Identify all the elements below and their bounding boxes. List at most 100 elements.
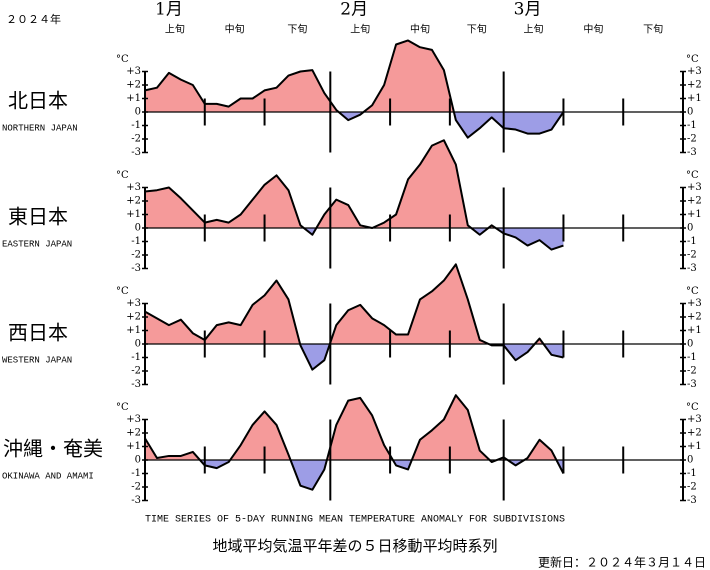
region-name-en: OKINAWA AND AMAMI [2,471,94,481]
y-tick-label: -1 [131,120,141,131]
region-name-en: WESTERN JAPAN [2,355,72,365]
y-tick-label: +1 [687,325,702,336]
y-tick-label: +1 [687,209,702,220]
unit-label: °C [686,170,699,181]
y-tick-label: 0 [135,107,141,118]
y-tick-label: -1 [131,468,141,479]
negative-area [145,112,564,138]
negative-area [145,344,564,370]
y-tick-label: +2 [687,196,702,207]
y-tick-label: -1 [687,236,697,247]
y-tick-label: +3 [126,298,141,309]
y-tick-label: -2 [131,134,141,145]
period-label: 下旬 [643,23,663,36]
y-tick-label: -3 [687,495,697,506]
y-tick-label: 0 [135,339,141,350]
y-tick-label: -2 [131,250,141,261]
y-tick-label: +1 [126,441,141,452]
anomaly-line [144,263,564,371]
main-title: 地域平均気温平年差の５日移動平均時系列 [212,537,497,555]
y-tick-label: +3 [687,182,702,193]
unit-label: °C [116,402,129,413]
region-name: 東日本 [8,205,68,229]
y-tick-label: +1 [687,93,702,104]
caption: TIME SERIES OF 5-DAY RUNNING MEAN TEMPER… [145,515,565,526]
y-tick-label: 0 [135,223,141,234]
y-tick-label: -3 [131,495,141,506]
anomaly-line [144,394,565,491]
y-tick-label: +3 [687,414,702,425]
year-label: ２０２４年 [6,12,61,26]
y-tick-label: -3 [687,379,697,390]
y-tick-label: 0 [687,339,693,350]
period-label: 下旬 [287,23,307,36]
y-tick-label: -1 [687,468,697,479]
y-tick-label: -3 [687,147,697,158]
y-tick-label: 0 [687,223,693,234]
y-tick-label: -3 [131,379,141,390]
period-label: 下旬 [467,23,487,36]
y-tick-label: +2 [687,80,702,91]
y-tick-label: +2 [126,428,141,439]
period-label: 上旬 [524,23,544,36]
region-name-en: NORTHERN JAPAN [2,123,78,133]
y-tick-label: -1 [687,352,697,363]
unit-label: °C [686,402,699,413]
y-tick-label: -1 [131,236,141,247]
unit-label: °C [686,54,699,65]
y-tick-label: +2 [126,80,141,91]
anomaly-line [144,139,564,251]
region-name: 沖縄・奄美 [3,437,103,461]
period-label: 中旬 [583,23,603,36]
y-tick-label: -3 [131,147,141,158]
y-tick-label: -2 [687,250,697,261]
period-label: 上旬 [165,23,185,36]
y-tick-label: +1 [126,325,141,336]
y-tick-label: -2 [131,482,141,493]
y-tick-label: -1 [131,352,141,363]
y-tick-label: +2 [687,428,702,439]
y-tick-label: 0 [135,455,141,466]
y-tick-label: +1 [126,93,141,104]
positive-area [145,40,564,112]
y-tick-label: +1 [126,209,141,220]
y-tick-label: -2 [687,366,697,377]
month-label: 2月 [340,0,368,20]
positive-area [145,264,564,344]
region-name-en: EASTERN JAPAN [2,239,72,249]
y-tick-label: +2 [126,196,141,207]
month-label: 3月 [514,0,542,20]
y-tick-label: -2 [687,134,697,145]
unit-label: °C [116,54,129,65]
unit-label: °C [116,286,129,297]
anomaly-line [144,39,565,139]
y-tick-label: -3 [131,263,141,274]
y-tick-label: -3 [687,263,697,274]
unit-label: °C [116,170,129,181]
positive-area [145,395,564,460]
y-tick-label: +3 [687,298,702,309]
y-tick-label: -2 [131,366,141,377]
period-label: 中旬 [225,23,245,36]
y-tick-label: +2 [126,312,141,323]
y-tick-label: -1 [687,120,697,131]
y-tick-label: +3 [687,66,702,77]
y-tick-label: +3 [126,182,141,193]
positive-area [145,140,564,228]
y-tick-label: +1 [687,441,702,452]
negative-area [145,228,564,250]
updated-date: 更新日：２０２４年３月１４日 [538,555,706,570]
y-tick-label: -2 [687,482,697,493]
y-tick-label: +3 [126,66,141,77]
unit-label: °C [686,286,699,297]
period-label: 上旬 [350,23,370,36]
y-tick-label: +2 [687,312,702,323]
y-tick-label: 0 [687,107,693,118]
region-name: 北日本 [8,89,68,113]
